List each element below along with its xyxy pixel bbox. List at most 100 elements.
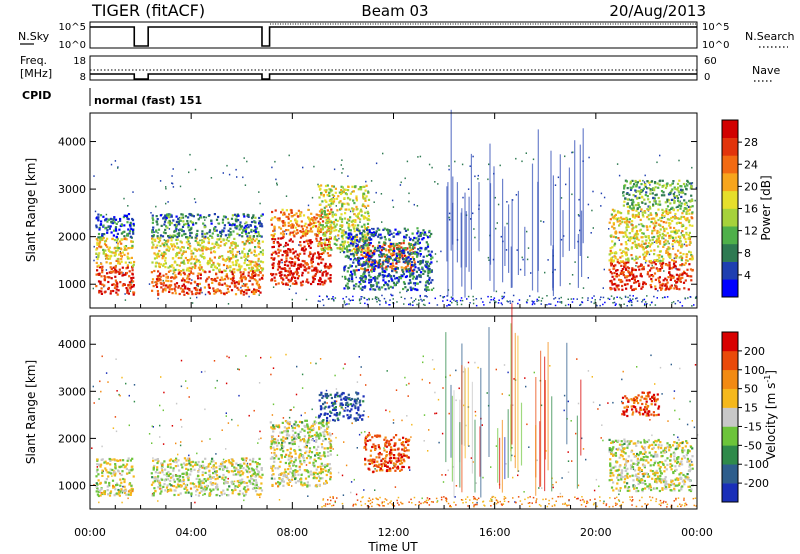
scatter-point [386, 261, 390, 264]
scatter-point [679, 251, 682, 254]
scatter-point [177, 220, 180, 223]
scatter-point [674, 232, 677, 235]
scatter-point [227, 422, 230, 424]
scatter-point [157, 228, 161, 231]
scatter-point [213, 292, 216, 295]
power-scatter [92, 109, 698, 307]
scatter-point [525, 301, 528, 303]
scatter-point [349, 229, 352, 232]
scatter-point [582, 287, 585, 289]
scatter-point [684, 262, 687, 265]
scatter-point [591, 297, 593, 299]
scatter-point [109, 217, 113, 220]
scatter-point [656, 235, 659, 238]
scatter-point [630, 270, 633, 274]
scatter-point [259, 234, 262, 238]
scatter-point [129, 246, 132, 250]
scatter-point [668, 209, 671, 212]
scatter-point [355, 283, 358, 286]
colorbar-swatch [722, 173, 738, 192]
scatter-point [327, 254, 330, 257]
scatter-point [670, 207, 673, 210]
scatter-point [157, 232, 159, 234]
scatter-point [281, 261, 283, 264]
scatter-point [273, 232, 276, 236]
scatter-point [631, 220, 634, 223]
colorbar-tick-label: 20 [744, 180, 758, 193]
scatter-point [113, 217, 116, 220]
scatter-point [105, 244, 108, 247]
scatter-point [325, 189, 328, 192]
scatter-point [347, 175, 349, 177]
scatter-point [332, 200, 336, 203]
scatter-point [671, 259, 674, 262]
scatter-point [180, 270, 183, 273]
scatter-point [619, 304, 621, 307]
scatter-point [649, 274, 652, 277]
scatter-point [389, 285, 392, 288]
scatter-point [179, 240, 182, 243]
scatter-streak [464, 192, 466, 298]
scatter-point [219, 235, 222, 238]
scatter-point [691, 257, 694, 260]
scatter-point [609, 271, 612, 274]
scatter-point [94, 210, 97, 213]
scatter-point [341, 203, 344, 206]
scatter-point [386, 283, 389, 286]
scatter-point [628, 205, 631, 208]
scatter-point [474, 175, 476, 178]
scatter-point [236, 232, 239, 235]
scatter-point [613, 209, 616, 212]
scatter-point [346, 249, 349, 252]
colorbar-tick-label: 12 [744, 225, 758, 238]
scatter-point [389, 304, 391, 306]
scatter-point [282, 282, 285, 286]
scatter-point [679, 264, 682, 267]
scatter-point [289, 238, 292, 241]
scatter-point [385, 300, 387, 303]
scatter-point [650, 280, 654, 283]
scatter-point [279, 243, 282, 246]
scatter-point [378, 272, 382, 275]
scatter-point [172, 186, 175, 188]
scatter-point [634, 268, 637, 272]
scatter-point [362, 217, 366, 220]
scatter-point [128, 424, 130, 427]
scatter-point [311, 269, 314, 272]
scatter-point [249, 263, 252, 266]
scatter-point [167, 216, 170, 219]
scatter-point [98, 272, 101, 275]
scatter-point [669, 285, 672, 288]
scatter-point [282, 417, 285, 419]
scatter-point [366, 228, 369, 232]
scatter-point [359, 218, 362, 221]
scatter-point [423, 414, 426, 416]
scatter-point [325, 190, 328, 194]
scatter-point [335, 197, 339, 200]
scatter-point [656, 182, 659, 185]
scatter-point [660, 266, 664, 269]
scatter-point [290, 215, 293, 218]
scatter-point [620, 216, 623, 219]
scatter-point [318, 188, 322, 191]
scatter-point [252, 214, 255, 217]
scatter-point [325, 274, 328, 277]
scatter-point [431, 166, 433, 169]
scatter-point [414, 288, 417, 291]
scatter-point [327, 238, 330, 241]
scatter-point [646, 208, 649, 211]
scatter-point [554, 268, 556, 271]
scatter-point [395, 252, 398, 255]
scatter-point [120, 260, 123, 263]
scatter-point [633, 183, 636, 186]
scatter-point [595, 478, 598, 481]
scatter-streak [581, 210, 583, 277]
scatter-point [393, 258, 396, 261]
scatter-point [673, 201, 676, 205]
scatter-point [109, 270, 113, 273]
scatter-point [608, 221, 611, 224]
scatter-point [128, 257, 131, 260]
scatter-point [101, 271, 104, 274]
scatter-point [368, 237, 371, 240]
